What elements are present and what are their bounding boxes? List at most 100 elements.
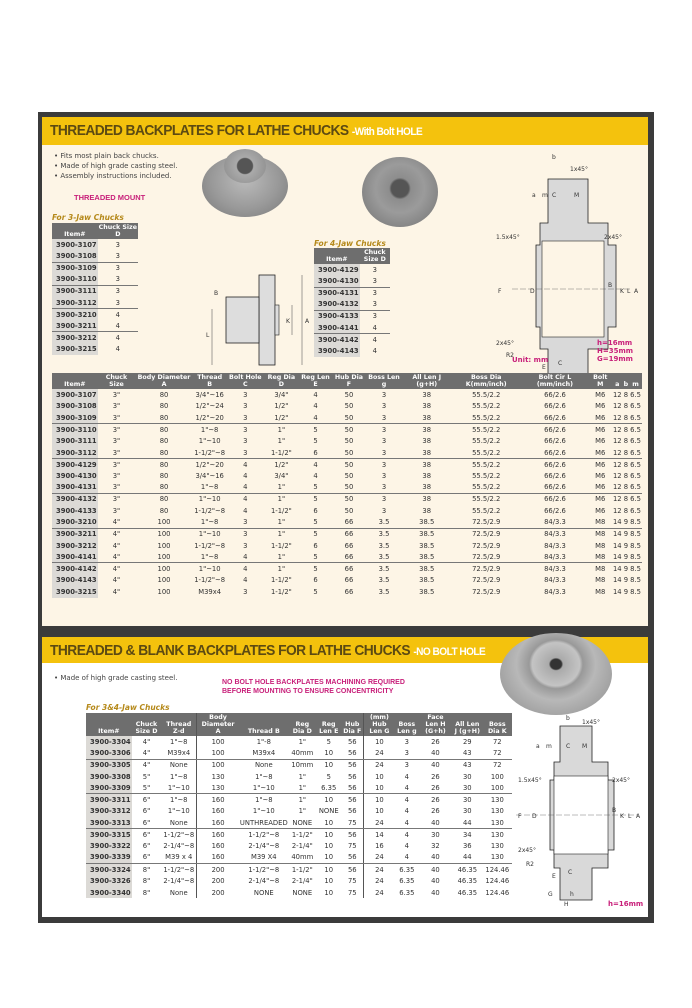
table-cell: 6": [142, 796, 151, 805]
svg-text:a: a: [532, 192, 536, 199]
table-cell: 72.5/2.9: [451, 516, 522, 529]
table-cell: 4: [243, 495, 248, 504]
table-cell: 4: [394, 817, 419, 830]
table-cell: 75: [341, 817, 365, 830]
table-cell: 1-1/2"~8: [194, 506, 226, 515]
table-cell: 10: [324, 796, 334, 805]
table-row: 3900-4133 3" 80 1-1/2"~8 4 1-1/2" 6 50 3 38 55.5/2…: [52, 504, 642, 517]
column-header: Body Diameter A: [135, 373, 193, 389]
table-cell: 4: [243, 506, 248, 515]
table-cell: 72.5/2.9: [472, 564, 501, 573]
table-cell: 3": [112, 495, 121, 504]
table-cell: M6: [595, 471, 606, 480]
table-cell: M6: [595, 506, 606, 515]
table-cell: 3: [115, 287, 120, 296]
feature-list: Fits most plain back chucks. Made of hig…: [54, 151, 177, 181]
table-cell: 26: [418, 782, 452, 795]
table-cell: 80: [159, 402, 169, 411]
table-cell: M8: [588, 516, 612, 529]
table-cell: 1": [288, 782, 316, 795]
table-cell: 3: [97, 250, 138, 263]
item-number-cell: 3900-4133: [314, 310, 360, 322]
column-header: Thread B: [192, 373, 227, 389]
table-cell: 1": [298, 772, 307, 781]
table-cell: 38: [422, 460, 432, 469]
svg-text:K: K: [286, 318, 291, 325]
table-cell: M6: [595, 437, 606, 446]
table-cell: 3: [226, 446, 265, 460]
table-cell: 130: [490, 807, 504, 816]
column-header: Thread Z-d: [161, 713, 198, 736]
table-cell: 8.5: [630, 530, 641, 539]
table-cell: 10: [375, 737, 384, 746]
table-cell: 72.5/2.9: [472, 541, 501, 550]
item-number-cell: 3900-3315: [86, 828, 132, 841]
table-cell: 3": [97, 446, 136, 460]
table-cell: 4: [313, 390, 318, 399]
table-cell: 12: [612, 471, 622, 480]
table-cell: 14: [611, 551, 623, 564]
table-cell: 1": [264, 516, 299, 529]
feature-item: Fits most plain back chucks.: [54, 151, 177, 161]
item-number-cell: 3900-3107: [52, 389, 98, 401]
item-number-cell: 3900-4133: [52, 504, 98, 517]
table-cell: 50: [344, 425, 354, 434]
table-cell: 66: [344, 564, 354, 573]
table-cell: 66/2.6: [544, 402, 566, 411]
table-cell: None: [161, 886, 198, 899]
table-cell: 72.5/2.9: [451, 551, 522, 564]
table-cell: 5: [313, 530, 318, 539]
table-cell: 80: [159, 506, 169, 515]
item-number-cell: 3900-3110: [52, 423, 98, 436]
table-cell: 3": [112, 471, 121, 480]
table-cell: 8: [623, 471, 629, 480]
table-cell: 84/3.3: [544, 576, 566, 585]
table-cell: 3/4": [274, 390, 289, 399]
item-number-cell: 3900-4130: [314, 275, 360, 288]
table-cell: 100: [135, 516, 193, 529]
svg-text:2x45°: 2x45°: [496, 340, 514, 347]
table-cell: 6.5: [630, 471, 641, 480]
item-number-cell: 3900-3109: [52, 262, 98, 274]
table-cell: 9: [623, 564, 629, 573]
column-header: Item#: [52, 373, 98, 389]
table-row: 3900-4132 3: [314, 298, 390, 311]
item-number-cell: 3900-4130: [52, 470, 98, 482]
table-cell: 2-1/4"~8: [161, 840, 198, 852]
table-cell: 26: [431, 737, 440, 746]
table-cell: 4: [404, 796, 409, 805]
column-header: Chuck Size D: [359, 248, 390, 264]
svg-text:1.5x45°: 1.5x45°: [518, 777, 542, 784]
table-cell: 1-1/2"~8: [192, 446, 227, 460]
table-cell: 6": [142, 842, 151, 851]
table-cell: 26: [431, 772, 440, 781]
table-row: 3900-3312 6" 1"~10 160 1"~10 1" NONE 56 10 4 26 30 1…: [86, 805, 512, 818]
table-cell: 3: [381, 495, 387, 504]
svg-text:R2: R2: [506, 352, 514, 359]
column-header: Item#: [52, 223, 98, 239]
table-cell: 38: [402, 481, 452, 494]
section-diagram: b 1x45° a m C M 1.5x45° 2x45° F D BK L A 2x45° R2 E C G…: [516, 715, 641, 908]
svg-text:L: L: [628, 813, 632, 820]
column-header: Boss Dia K(mm/inch): [451, 373, 522, 389]
table-cell: 1"~8: [255, 796, 273, 805]
table-cell: 1/2"~20: [195, 460, 224, 469]
specs-table-with-bolt-hole: Item# Chuck Size Body Diameter A Thread B Bo…: [52, 373, 642, 598]
table-row: 3900-3111 3" 80 1"~10 3 1" 5 50 3 38 55.5/2.2 66/2.…: [52, 435, 642, 447]
table-cell: 34: [462, 830, 472, 839]
table-cell: 1-1/2"~8: [161, 828, 198, 841]
table-row: 3900-3108 3: [52, 250, 138, 263]
table-cell: 4": [131, 747, 162, 760]
table-cell: 3: [381, 506, 387, 515]
table-cell: 80: [159, 390, 169, 399]
svg-text:b: b: [566, 715, 570, 722]
item-number-cell: 3900-3210: [52, 516, 98, 529]
table-cell: 100: [157, 576, 171, 585]
table-cell: 3": [112, 425, 121, 434]
table-cell: 2-1/4": [291, 842, 313, 851]
table-cell: 3.5: [378, 576, 390, 585]
item-number-cell: 3900-3108: [52, 400, 98, 413]
header-row: Item# Chuck Size D: [314, 248, 390, 264]
table-cell: 130: [482, 851, 512, 865]
table-cell: 9: [622, 551, 630, 564]
